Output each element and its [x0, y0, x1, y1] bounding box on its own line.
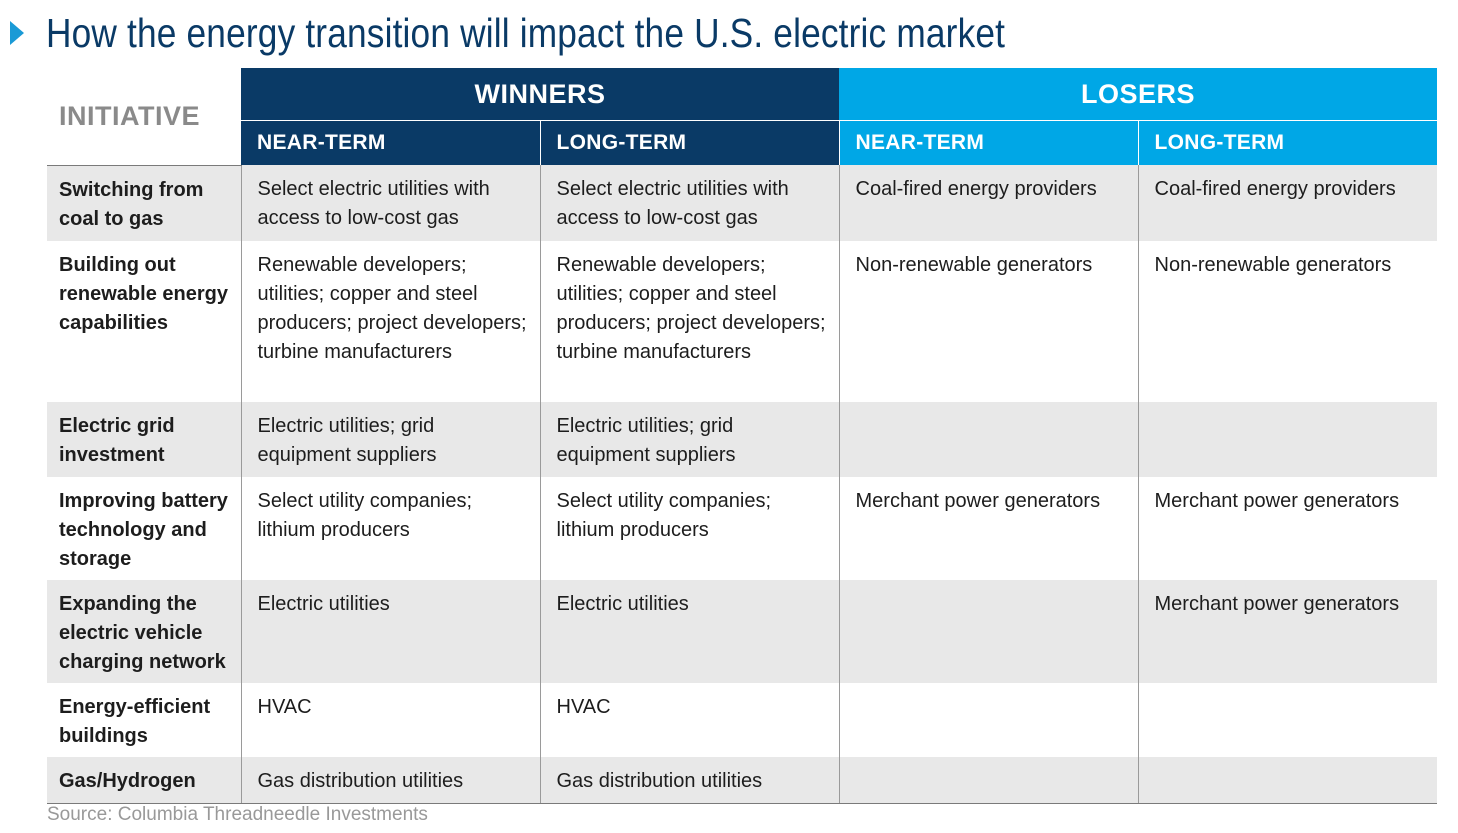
winners-long-cell: Electric utilities: [539, 579, 839, 683]
winners-losers-table: INITIATIVE WINNERS LOSERS NEAR-TERM LONG…: [47, 68, 1437, 804]
winners-near-cell: Electric utilities: [240, 579, 540, 683]
table-row: Electric grid investment Electric utilit…: [47, 401, 1437, 477]
source-note: Source: Columbia Threadneedle Investment…: [47, 804, 428, 825]
initiative-cell: Expanding the electric vehicle charging …: [47, 579, 241, 683]
losers-near-cell: Merchant power generators: [838, 476, 1138, 580]
winners-near-cell: Select utility companies; lithium produc…: [240, 476, 540, 580]
winners-long-cell: Renewable developers; utilities; copper …: [539, 240, 839, 402]
chevron-right-icon: [10, 21, 24, 45]
table-row: Building out renewable energy capabiliti…: [47, 240, 1437, 402]
losers-near-cell: [838, 579, 1138, 683]
table-row: Expanding the electric vehicle charging …: [47, 579, 1437, 683]
table-row: Energy-efficient buildings HVAC HVAC: [47, 682, 1437, 757]
losers-near-cell: Non-renewable generators: [838, 240, 1138, 402]
initiative-cell: Gas/Hydrogen: [47, 756, 241, 804]
losers-header: LOSERS: [839, 68, 1437, 121]
winners-long-cell: Electric utilities; grid equipment suppl…: [539, 401, 839, 477]
winners-near-cell: Electric utilities; grid equipment suppl…: [240, 401, 540, 477]
initiative-cell: Energy-efficient buildings: [47, 682, 241, 757]
losers-long-cell: Merchant power generators: [1137, 579, 1437, 683]
winners-near-term-header: NEAR-TERM: [241, 120, 540, 165]
winners-long-cell: Select utility companies; lithium produc…: [539, 476, 839, 580]
losers-near-cell: [838, 682, 1138, 757]
winners-near-cell: Renewable developers; utilities; copper …: [240, 240, 540, 402]
initiative-cell: Switching from coal to gas: [47, 165, 241, 241]
losers-near-cell: [838, 401, 1138, 477]
winners-header: WINNERS: [241, 68, 839, 121]
winners-near-cell: Select electric utilities with access to…: [240, 165, 540, 241]
table-row: Gas/Hydrogen Gas distribution utilities …: [47, 756, 1437, 804]
winners-long-cell: HVAC: [539, 682, 839, 757]
losers-long-cell: Non-renewable generators: [1137, 240, 1437, 402]
winners-near-cell: Gas distribution utilities: [240, 756, 540, 804]
losers-long-cell: Merchant power generators: [1137, 476, 1437, 580]
initiative-cell: Electric grid investment: [47, 401, 241, 477]
losers-long-cell: [1137, 682, 1437, 757]
page-title: How the energy transition will impact th…: [46, 9, 1006, 56]
winners-long-cell: Gas distribution utilities: [539, 756, 839, 804]
initiative-cell: Building out renewable energy capabiliti…: [47, 240, 241, 402]
initiative-header: INITIATIVE: [47, 68, 241, 166]
losers-long-term-header: LONG-TERM: [1137, 120, 1437, 165]
losers-long-cell: [1137, 756, 1437, 804]
title-bar: How the energy transition will impact th…: [10, 8, 1161, 58]
winners-long-term-header: LONG-TERM: [539, 120, 839, 165]
table-row: Switching from coal to gas Select electr…: [47, 165, 1437, 241]
losers-near-cell: [838, 756, 1138, 804]
losers-near-cell: Coal-fired energy providers: [838, 165, 1138, 241]
initiative-cell: Improving battery technology and storage: [47, 476, 241, 580]
winners-long-cell: Select electric utilities with access to…: [539, 165, 839, 241]
losers-long-cell: [1137, 401, 1437, 477]
losers-long-cell: Coal-fired energy providers: [1137, 165, 1437, 241]
table-row: Improving battery technology and storage…: [47, 476, 1437, 580]
winners-near-cell: HVAC: [240, 682, 540, 757]
losers-near-term-header: NEAR-TERM: [838, 120, 1138, 165]
